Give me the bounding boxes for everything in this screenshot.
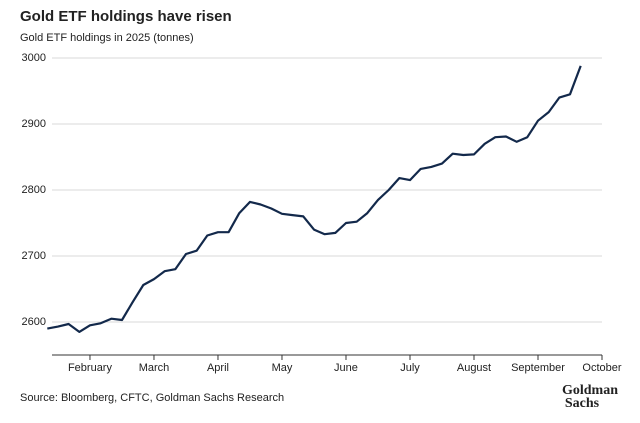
x-tick-label: May xyxy=(272,362,293,374)
y-tick-label: 3000 xyxy=(22,52,46,64)
y-tick-label: 2600 xyxy=(22,316,46,328)
chart-subtitle: Gold ETF holdings in 2025 (tonnes) xyxy=(20,32,194,44)
x-tick-label: September xyxy=(511,362,565,374)
x-tick-label: July xyxy=(400,362,420,374)
chart-title: Gold ETF holdings have risen xyxy=(20,8,232,25)
x-tick-label: June xyxy=(334,362,358,374)
x-tick-label: April xyxy=(207,362,229,374)
y-tick-label: 2800 xyxy=(22,184,46,196)
source: Source: Bloomberg, CFTC, Goldman Sachs R… xyxy=(20,392,284,404)
x-tick-label: August xyxy=(457,362,491,374)
x-tick-label: February xyxy=(68,362,113,374)
x-tick-label: October xyxy=(582,362,621,374)
x-tick-label: March xyxy=(139,362,170,374)
y-tick-label: 2700 xyxy=(22,250,46,262)
logo: Goldman xyxy=(562,383,618,398)
line xyxy=(47,65,582,333)
logo: Sachs xyxy=(565,396,600,411)
y-tick-label: 2900 xyxy=(22,118,46,130)
